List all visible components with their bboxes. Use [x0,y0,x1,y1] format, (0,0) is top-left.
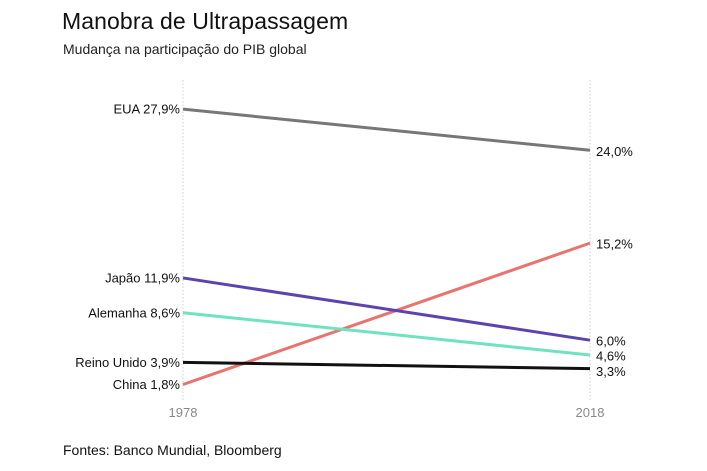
end-label-eua: 24,0% [596,144,633,159]
start-label-china: China 1,8% [113,377,181,392]
end-label-reino-unido: 3,3% [596,364,626,379]
start-label-reino-unido: Reino Unido 3,9% [75,355,180,370]
series-labels: EUA 27,9% 24,0% China 1,8% 15,2% Japão 11,9%… [75,102,633,392]
series-line-reino-unido [182,360,591,371]
x-axis-ticks: 1978 2018 [169,405,605,420]
end-label-china: 15,2% [596,237,633,252]
start-label-alemanha: Alemanha 8,6% [88,305,180,320]
x-tick-2018: 2018 [576,405,605,420]
series-line-china [182,241,591,386]
start-label-eua: EUA 27,9% [114,102,181,117]
chart-title: Manobra de Ultrapassagem [62,8,349,34]
end-label-alemanha: 4,6% [596,348,626,363]
series-line-alemanha [182,311,591,357]
grid-layer [182,80,591,400]
series-lines [182,107,591,386]
series-line-japao [182,276,591,342]
start-label-japao: Japão 11,9% [105,270,180,285]
series-line-eua [182,107,591,152]
chart-source: Fontes: Banco Mundial, Bloomberg [63,442,282,458]
chart-subtitle: Mudança na participação do PIB global [63,41,307,57]
end-label-japao: 6,0% [596,334,626,349]
x-tick-1978: 1978 [169,405,198,420]
